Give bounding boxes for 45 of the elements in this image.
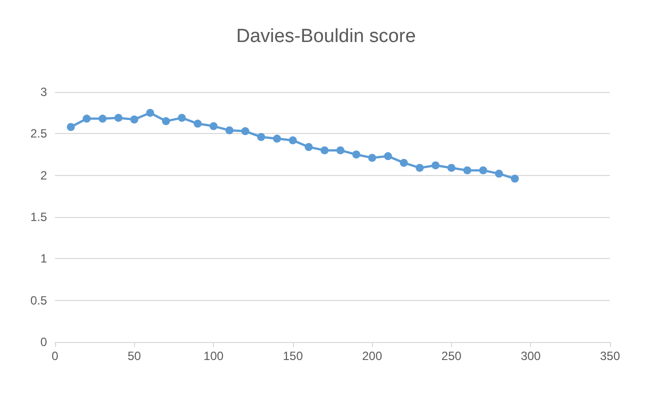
y-tick-label: 0.5 bbox=[30, 293, 48, 308]
point bbox=[194, 120, 202, 128]
point bbox=[225, 126, 234, 134]
x-tick-label: 250 bbox=[441, 349, 462, 363]
x-tick-label: 300 bbox=[520, 349, 542, 363]
point bbox=[495, 170, 503, 178]
point bbox=[178, 114, 186, 122]
x-tick-label: 200 bbox=[362, 349, 382, 363]
point bbox=[368, 154, 376, 162]
point bbox=[114, 114, 122, 122]
point bbox=[336, 146, 344, 154]
x-tick-label: 150 bbox=[282, 349, 304, 363]
y-tick-label: 2.5 bbox=[30, 126, 48, 141]
point bbox=[273, 134, 281, 143]
point bbox=[510, 174, 519, 183]
point bbox=[162, 117, 170, 126]
point bbox=[463, 166, 472, 174]
point bbox=[130, 116, 138, 124]
point bbox=[479, 166, 488, 174]
x-tick-label: 350 bbox=[600, 349, 620, 363]
y-tick-label: 1.5 bbox=[30, 210, 48, 224]
y-tick-label: 0 bbox=[40, 335, 48, 349]
y-tick-label: 3 bbox=[40, 85, 48, 99]
point bbox=[66, 123, 75, 131]
point bbox=[320, 146, 329, 154]
x-tick-label: 0 bbox=[52, 349, 59, 363]
point bbox=[288, 136, 297, 144]
point bbox=[257, 133, 266, 141]
point bbox=[400, 158, 408, 167]
point bbox=[82, 114, 91, 123]
point bbox=[352, 150, 360, 158]
point bbox=[304, 143, 313, 151]
chart-title: Davies-Bouldin score bbox=[236, 26, 416, 47]
point bbox=[432, 161, 440, 170]
point bbox=[241, 127, 250, 136]
point bbox=[146, 108, 154, 117]
point bbox=[384, 152, 392, 160]
x-tick-label: 50 bbox=[128, 349, 142, 363]
x-tick-label: 100 bbox=[204, 349, 224, 363]
point bbox=[416, 164, 424, 172]
point bbox=[98, 114, 107, 123]
point bbox=[447, 164, 456, 172]
point bbox=[210, 122, 218, 130]
y-tick-label: 2 bbox=[40, 168, 48, 182]
y-tick-label: 1 bbox=[40, 252, 48, 266]
